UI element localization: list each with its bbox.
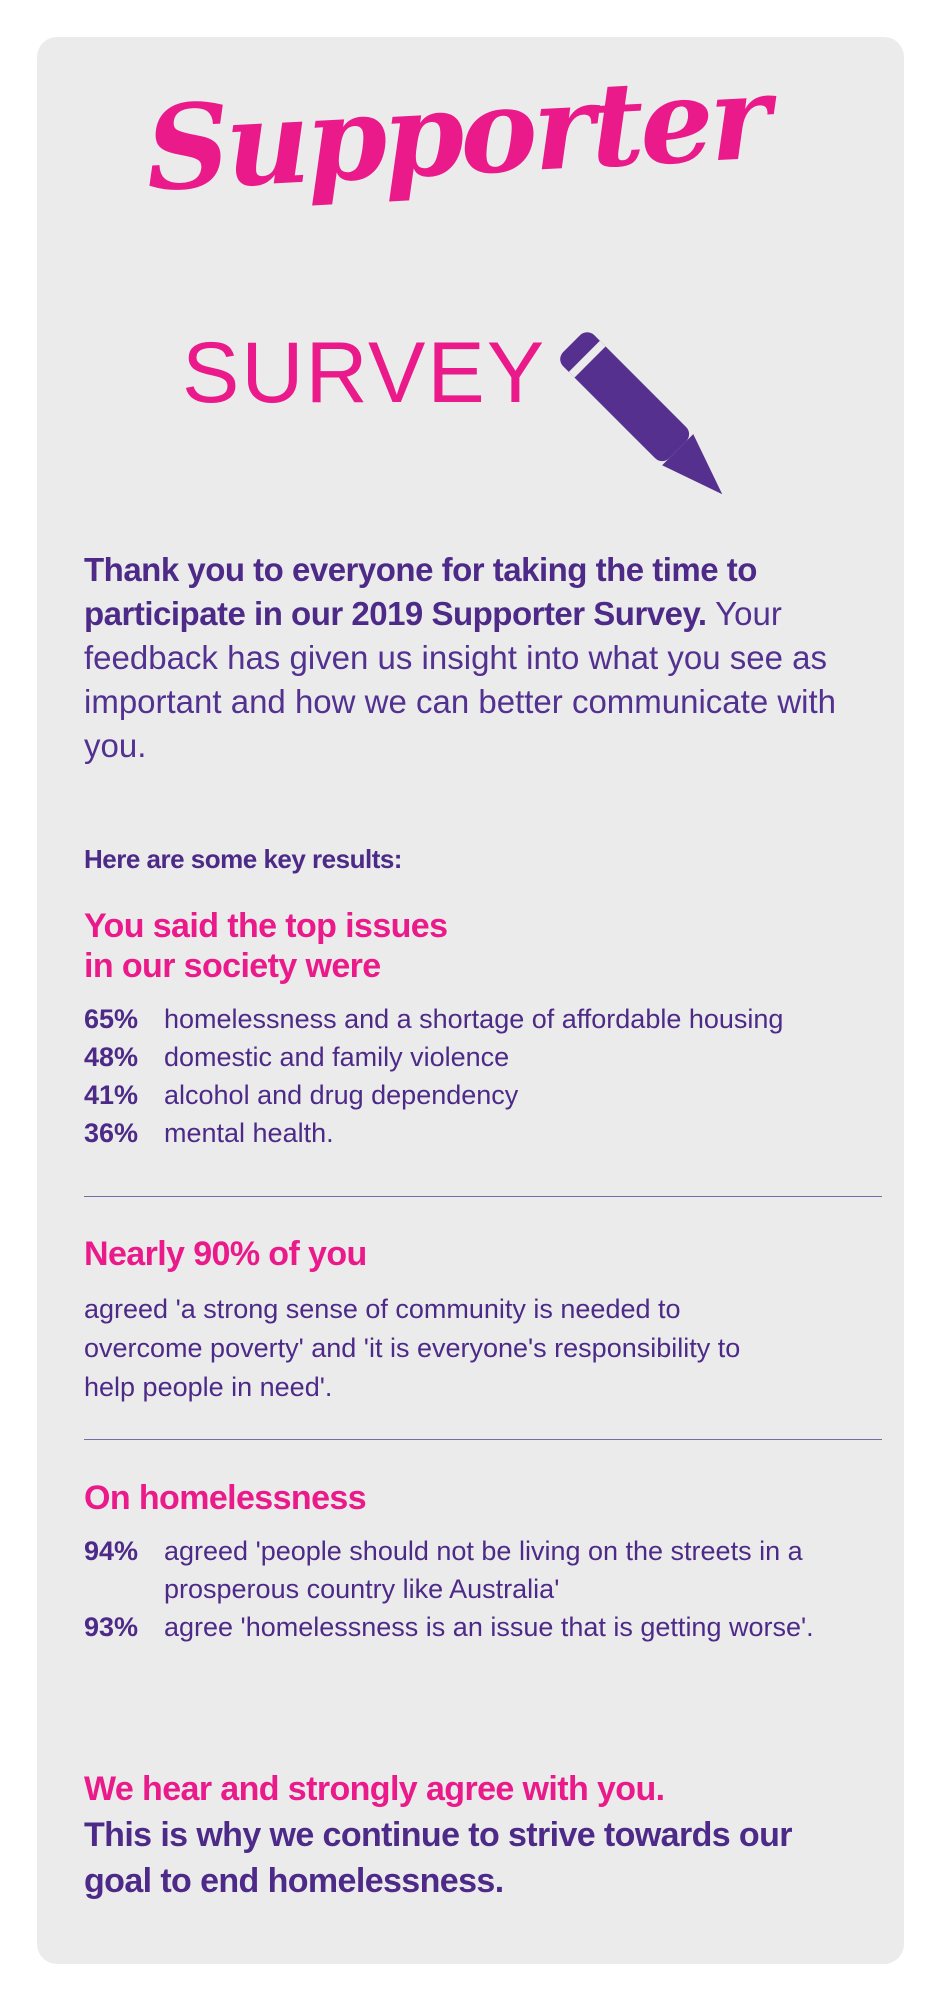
closing-purple: This is why we continue to strive toward… (84, 1816, 793, 1900)
stat-text: agree 'homelessness is an issue that is … (164, 1612, 814, 1642)
section-divider (84, 1439, 882, 1440)
stat-percent: 36% (84, 1118, 139, 1148)
stat-text: mental health. (164, 1118, 334, 1148)
closing-statement: We hear and strongly agree with you. Thi… (84, 1766, 864, 1904)
list-item: 93% agree 'homelessness is an issue that… (84, 1608, 864, 1646)
issues-heading-line1: You said the top issues (84, 907, 448, 945)
homelessness-heading: On homelessness (84, 1479, 367, 1517)
title-script: Supporter (142, 49, 771, 218)
section-divider (84, 1196, 882, 1197)
closing-pink: We hear and strongly agree with you. (84, 1770, 665, 1808)
stat-text: domestic and family violence (164, 1042, 510, 1072)
stat-text: alcohol and drug dependency (164, 1080, 519, 1110)
intro-paragraph: Thank you to everyone for taking the tim… (84, 548, 864, 768)
intro-bold: Thank you to everyone for taking the tim… (84, 551, 757, 632)
stat-percent: 48% (84, 1042, 139, 1072)
pencil-icon (560, 332, 723, 495)
stat-text: homelessness and a shortage of affordabl… (164, 1004, 784, 1034)
stat-percent: 94% (84, 1536, 139, 1566)
issues-list: 65% homelessness and a shortage of affor… (84, 1000, 864, 1152)
key-results-label: Here are some key results: (84, 844, 402, 874)
list-item: 94% agreed 'people should not be living … (84, 1532, 864, 1608)
issues-heading: You said the top issues in our society w… (84, 906, 684, 986)
survey-card (37, 37, 904, 1964)
intro-body: Your feedback has given us insight into … (84, 595, 837, 764)
list-item: 48% domestic and family violence (84, 1038, 864, 1076)
list-item: 65% homelessness and a shortage of affor… (84, 1000, 864, 1038)
stat-text: agreed 'people should not be living on t… (164, 1536, 803, 1604)
homelessness-list: 94% agreed 'people should not be living … (84, 1532, 864, 1646)
list-item: 41% alcohol and drug dependency (84, 1076, 864, 1114)
stat-percent: 41% (84, 1080, 139, 1110)
community-text: agreed 'a strong sense of community is n… (84, 1294, 741, 1402)
community-heading: Nearly 90% of you (84, 1235, 367, 1273)
title-survey: SURVEY (182, 325, 547, 421)
list-item: 36% mental health. (84, 1114, 864, 1152)
stat-percent: 93% (84, 1612, 139, 1642)
issues-heading-line2: in our society were (84, 947, 381, 985)
stat-percent: 65% (84, 1004, 139, 1034)
